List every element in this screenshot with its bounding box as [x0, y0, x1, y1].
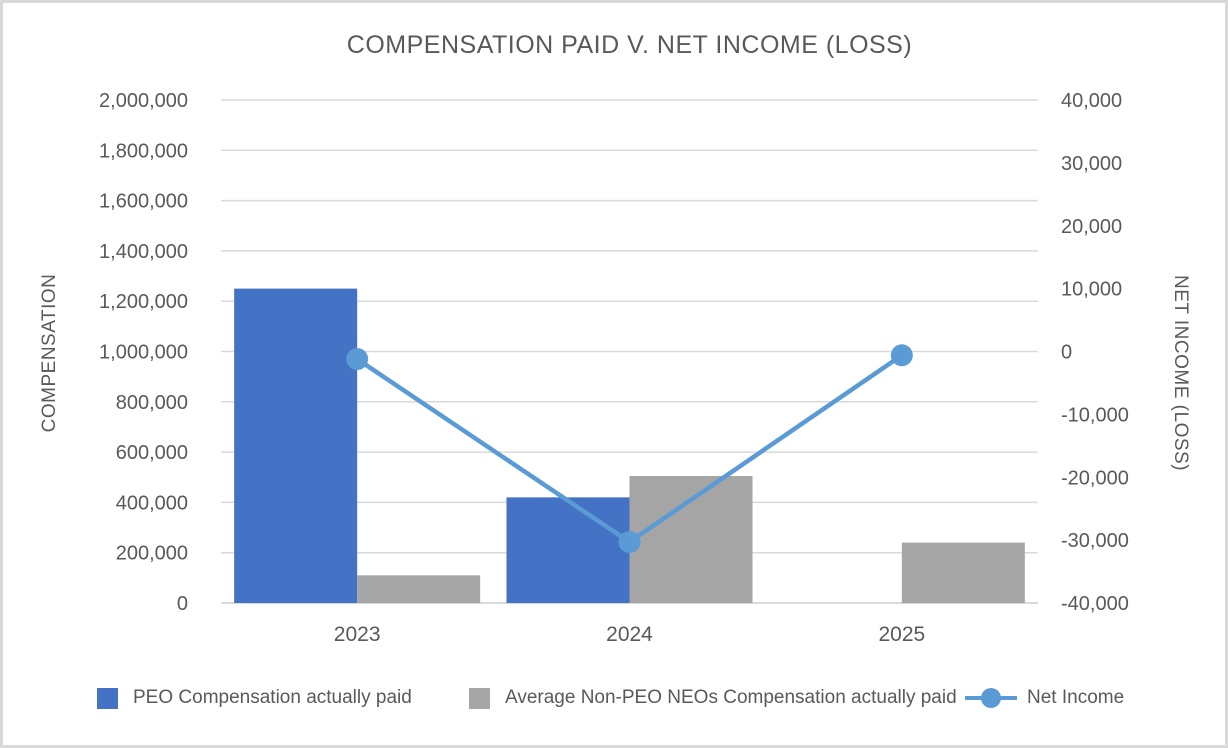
left-axis-title: COMPENSATION [39, 273, 60, 433]
right-axis-tick-label: 10,000 [1061, 279, 1122, 301]
nonpeo-series-swatch-icon [469, 687, 490, 709]
left-axis-tick-label: 2,000,000 [99, 90, 188, 112]
legend-item-nonpeo-compensation: Average Non-PEO NEOs Compensation actual… [469, 687, 957, 709]
right-axis-tick-label: 40,000 [1061, 90, 1122, 112]
right-axis-title: NET INCOME (LOSS) [1170, 274, 1191, 472]
legend-item-peo-compensation: PEO Compensation actually paid [97, 687, 412, 709]
bar-peo-2023 [234, 288, 358, 603]
net-income-marker-2024 [618, 531, 641, 554]
bar-nonpeo-2024 [629, 475, 753, 603]
legend-label-nonpeo-compensation: Average Non-PEO NEOs Compensation actual… [505, 687, 957, 708]
right-axis-tick-label: 20,000 [1061, 216, 1122, 238]
chart-title: COMPENSATION PAID V. NET INCOME (LOSS) [346, 31, 913, 59]
right-axis-tick-label: 30,000 [1061, 153, 1122, 175]
right-axis-tick-label: -10,000 [1061, 404, 1129, 426]
bar-nonpeo-2023 [357, 575, 481, 603]
right-axis-tick-label: -20,000 [1061, 467, 1129, 489]
left-axis-tick-label: 1,000,000 [99, 342, 188, 364]
right-axis-tick-label: 0 [1061, 342, 1072, 364]
left-axis-tick-label: 1,400,000 [99, 241, 188, 263]
left-axis-tick-label: 800,000 [116, 392, 188, 414]
bar-nonpeo-2025 [901, 542, 1025, 603]
net-income-marker-2023 [346, 348, 369, 371]
net-income-line-marker-icon [965, 688, 1017, 708]
net-income-marker-2025 [890, 344, 913, 367]
right-axis-tick-label: -40,000 [1061, 593, 1129, 615]
left-axis-tick-label: 1,200,000 [99, 291, 188, 313]
left-axis-tick-label: 200,000 [116, 543, 188, 565]
left-axis-tick-label: 0 [177, 593, 188, 615]
left-axis-tick-label: 1,600,000 [99, 191, 188, 213]
right-axis-tick-label: -30,000 [1061, 530, 1129, 552]
peo-series-swatch-icon [97, 687, 118, 709]
bar-peo-2024 [506, 497, 630, 603]
left-axis-tick-label: 1,800,000 [99, 140, 188, 162]
left-axis-tick-label: 600,000 [116, 442, 188, 464]
chart-plot-area: 2,000,000 1,800,000 1,600,000 1,400,000 1,20… [99, 90, 1129, 646]
x-axis-category-label: 2025 [878, 623, 925, 646]
legend-item-net-income: Net Income [965, 687, 1124, 709]
x-axis-category-label: 2024 [606, 623, 653, 646]
left-axis-tick-label: 400,000 [116, 492, 188, 514]
legend-label-peo-compensation: PEO Compensation actually paid [133, 687, 412, 708]
x-axis-category-label: 2023 [334, 623, 381, 646]
legend-label-net-income: Net Income [1027, 687, 1125, 708]
